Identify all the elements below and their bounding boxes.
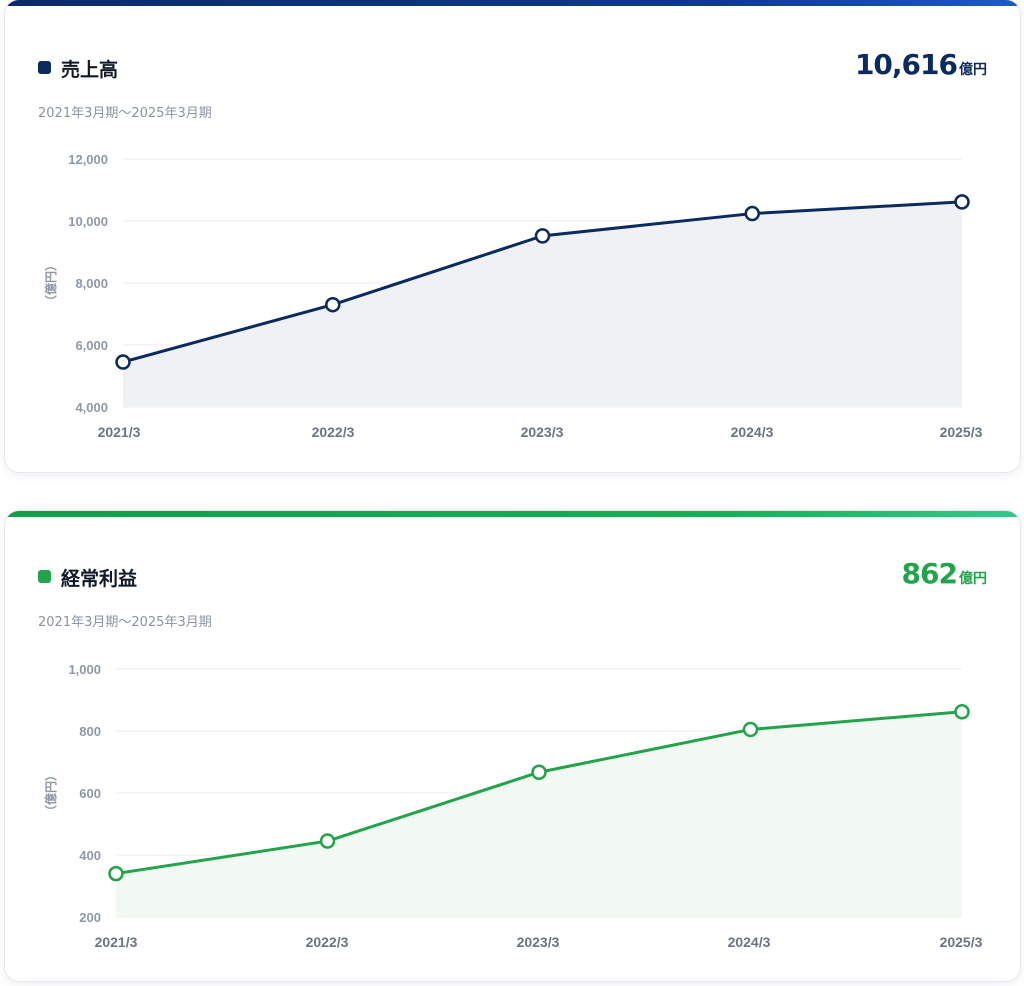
y-tick-label: 400 [79, 848, 101, 863]
ordinary-profit-card: 経常利益 862 億円 2021年3月期〜2025年3月期 200 400 600 80… [5, 511, 1020, 981]
headline-figure: 862 億円 [902, 557, 987, 590]
card-title: 売上高 [61, 59, 119, 81]
y-axis-label: （億円） [43, 769, 58, 817]
data-point [742, 721, 759, 738]
data-point [954, 194, 970, 210]
headline-value: 10,616 [854, 48, 958, 81]
y-axis-label: （億円） [43, 259, 58, 307]
y-tick-label: 200 [79, 910, 101, 925]
headline-value: 862 [901, 557, 958, 590]
x-tick-label: 2023/3 [521, 424, 564, 440]
period-label: 2021年3月期〜2025年3月期 [38, 106, 212, 121]
x-tick-label: 2025/3 [940, 424, 983, 440]
data-point [115, 354, 131, 370]
sales-line-chart: 4,000 6,000 8,000 10,000 12,000 （億円） 2021/3 202… [43, 152, 983, 440]
data-point [534, 228, 551, 244]
data-point [954, 704, 970, 720]
area-fill [116, 711, 962, 917]
headline-unit: 億円 [959, 571, 987, 587]
data-point [531, 764, 547, 780]
x-tick-label: 2023/3 [517, 934, 560, 950]
data-point [108, 865, 124, 882]
profit-legend-marker [38, 570, 51, 583]
x-tick-label: 2021/3 [98, 424, 141, 440]
data-point [325, 296, 341, 313]
x-tick-label: 2022/3 [312, 424, 355, 440]
card-accent-bar [5, 0, 1020, 6]
x-tick-label: 2025/3 [940, 934, 983, 950]
y-tick-label: 1,000 [68, 662, 101, 677]
y-tick-label: 6,000 [75, 338, 108, 353]
headline-figure: 10,616 億円 [855, 48, 987, 81]
y-tick-label: 600 [79, 786, 101, 801]
data-point [319, 833, 336, 849]
x-tick-label: 2024/3 [731, 424, 774, 440]
x-tick-label: 2022/3 [306, 934, 349, 950]
headline-unit: 億円 [959, 62, 987, 78]
y-tick-label: 12,000 [68, 152, 108, 167]
card-accent-bar [5, 511, 1020, 517]
x-tick-label: 2021/3 [95, 934, 138, 950]
data-point [744, 205, 760, 222]
area-fill [123, 201, 962, 407]
y-tick-label: 10,000 [68, 214, 108, 229]
x-tick-label: 2024/3 [728, 934, 771, 950]
card-title: 経常利益 [61, 568, 138, 590]
y-tick-label: 800 [79, 724, 101, 739]
sales-legend-marker [38, 61, 51, 74]
period-label: 2021年3月期〜2025年3月期 [38, 615, 212, 630]
sales-card: 売上高 10,616 億円 2021年3月期〜2025年3月期 4,000 6,00… [5, 0, 1020, 472]
y-tick-label: 4,000 [75, 400, 108, 415]
y-tick-label: 8,000 [75, 276, 108, 291]
ordinary-profit-line-chart: 200 400 600 800 1,000 （億円） 2021/3 2022/3 2023/3 2… [43, 662, 983, 950]
